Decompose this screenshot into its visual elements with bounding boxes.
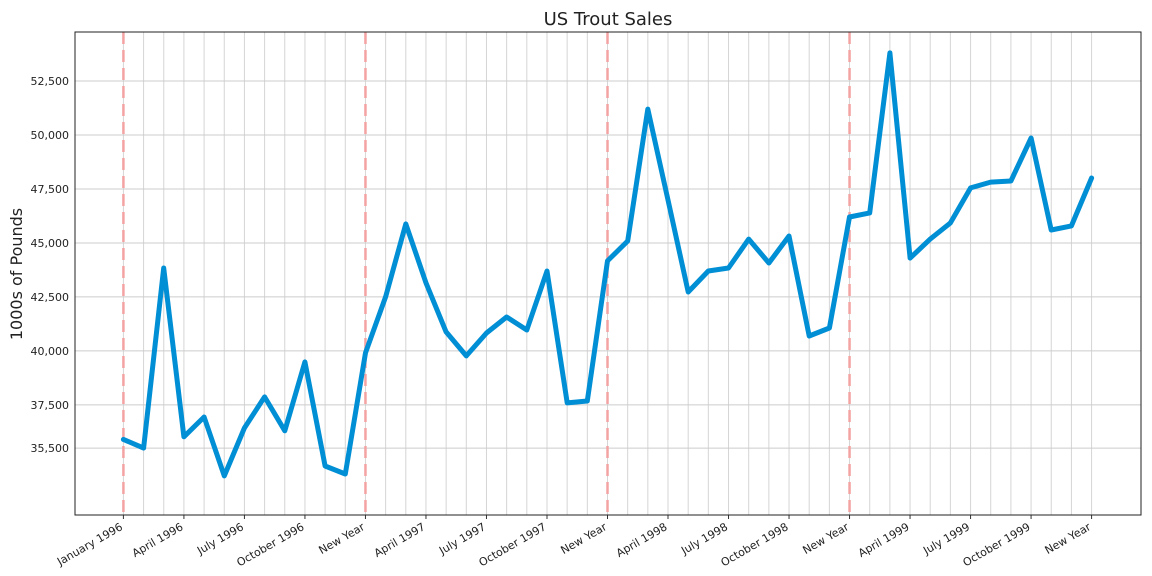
x-tick-label: July 1998 bbox=[678, 520, 730, 557]
x-tick-label: New Year bbox=[1043, 520, 1094, 557]
y-axis-label: 1000s of Pounds bbox=[7, 208, 26, 340]
x-tick-label: April 1997 bbox=[372, 520, 428, 560]
x-tick-label: October 1996 bbox=[235, 520, 307, 569]
x-tick-label: April 1999 bbox=[856, 520, 912, 560]
line bbox=[120, 50, 1095, 479]
chart-title: US Trout Sales bbox=[544, 9, 673, 30]
x-tick-label: October 1997 bbox=[477, 520, 549, 569]
x-tick-label: New Year bbox=[316, 520, 367, 557]
x-tick-label: July 1996 bbox=[194, 520, 246, 557]
plot-frame bbox=[74, 31, 1142, 516]
x-tick-label: October 1998 bbox=[719, 520, 791, 569]
y-tick-label: 40,000 bbox=[31, 345, 70, 358]
y-tick-label: 50,000 bbox=[31, 129, 70, 142]
x-tick-label: New Year bbox=[559, 520, 610, 557]
x-tick-label: January 1996 bbox=[54, 520, 125, 568]
y-tick-label: 42,500 bbox=[31, 291, 70, 304]
y-tick-label: 52,500 bbox=[31, 75, 70, 88]
x-tick-label: April 1998 bbox=[614, 520, 670, 560]
y-tick-label: 47,500 bbox=[31, 183, 70, 196]
x-tick-label: October 1999 bbox=[961, 520, 1033, 569]
x-tick-label: July 1997 bbox=[436, 520, 488, 557]
x-tick-label: July 1999 bbox=[920, 520, 972, 557]
y-tick-label: 37,500 bbox=[31, 399, 70, 412]
y-tick-label: 45,000 bbox=[31, 237, 70, 250]
x-tick-label: New Year bbox=[801, 520, 852, 557]
x-tick-label: April 1996 bbox=[130, 520, 186, 560]
y-tick-label: 35,500 bbox=[31, 442, 70, 455]
